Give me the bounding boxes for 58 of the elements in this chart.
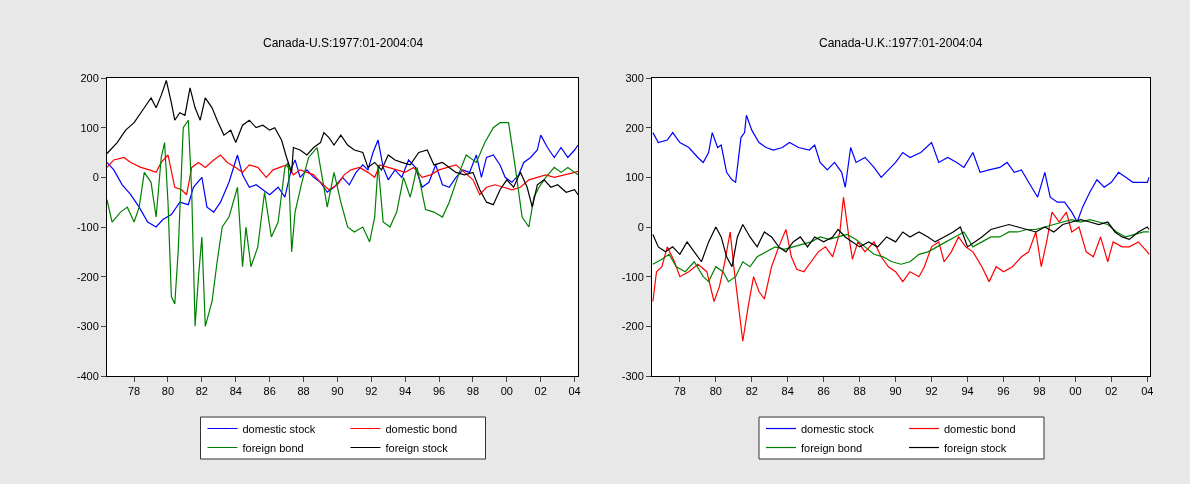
x-tick-label: 86	[817, 385, 830, 398]
x-tick-label: 94	[961, 385, 974, 398]
x-tick-label: 00	[500, 385, 513, 398]
x-tick-label: 02	[1105, 385, 1118, 398]
legend-label: foreign stock	[944, 441, 1007, 454]
y-tick-label: 0	[92, 171, 99, 184]
x-tick-label: 80	[161, 385, 175, 398]
x-tick-label: 84	[229, 385, 242, 398]
x-tick-label: 82	[195, 385, 209, 398]
line-series	[107, 154, 578, 196]
line-series	[107, 134, 578, 228]
x-tick-label: 84	[781, 385, 794, 398]
x-tick-label: 88	[297, 385, 310, 398]
x-tick-label: 88	[853, 385, 866, 398]
x-tick-label: 96	[997, 385, 1010, 398]
x-tick-label: 96	[432, 385, 446, 398]
x-tick-label: 90	[331, 385, 344, 398]
line-series	[652, 196, 1150, 342]
y-tick-label: 200	[80, 71, 99, 84]
y-tick-label: -300	[621, 369, 644, 382]
legend-label: domestic bond	[944, 422, 1016, 435]
y-tick-label: 0	[637, 220, 644, 233]
y-tick-label: -400	[76, 369, 99, 382]
y-tick-label: -200	[621, 320, 644, 333]
x-tick-label: 90	[889, 385, 902, 398]
legend-label: foreign bond	[801, 441, 863, 454]
x-tick-label: 80	[709, 385, 722, 398]
x-tick-label: 78	[127, 385, 141, 398]
chart-title: Canada-U.S:1977:01-2004:04	[263, 36, 424, 50]
x-tick-label: 94	[399, 385, 412, 398]
x-tick-label: 92	[365, 385, 378, 398]
y-tick-label: -200	[76, 270, 99, 283]
x-tick-label: 98	[1033, 385, 1046, 398]
y-tick-label: -100	[76, 220, 99, 233]
x-tick-label: 04	[568, 385, 581, 398]
legend-label: foreign bond	[242, 441, 304, 454]
chart-title: Canada-U.K.:1977:01-2004:04	[819, 36, 983, 50]
x-tick-label: 98	[466, 385, 480, 398]
y-tick-label: 200	[625, 121, 644, 134]
line-series	[652, 218, 1150, 283]
legend-label: domestic stock	[242, 422, 316, 435]
line-series	[107, 119, 578, 327]
y-tick-label: 100	[80, 121, 99, 134]
x-tick-label: 86	[263, 385, 276, 398]
y-tick-label: -300	[76, 320, 99, 333]
legend-label: foreign stock	[385, 441, 449, 454]
x-tick-label: 78	[673, 385, 686, 398]
line-series	[652, 114, 1150, 223]
legend-label: domestic stock	[801, 422, 875, 435]
x-tick-label: 02	[534, 385, 547, 398]
x-tick-label: 00	[1069, 385, 1082, 398]
legend-label: domestic bond	[385, 422, 458, 435]
y-tick-label: 300	[625, 71, 644, 84]
x-tick-label: 04	[1141, 385, 1154, 398]
x-tick-label: 82	[745, 385, 758, 398]
x-tick-label: 92	[925, 385, 938, 398]
y-tick-label: 100	[625, 171, 644, 184]
y-tick-label: -100	[621, 270, 644, 283]
